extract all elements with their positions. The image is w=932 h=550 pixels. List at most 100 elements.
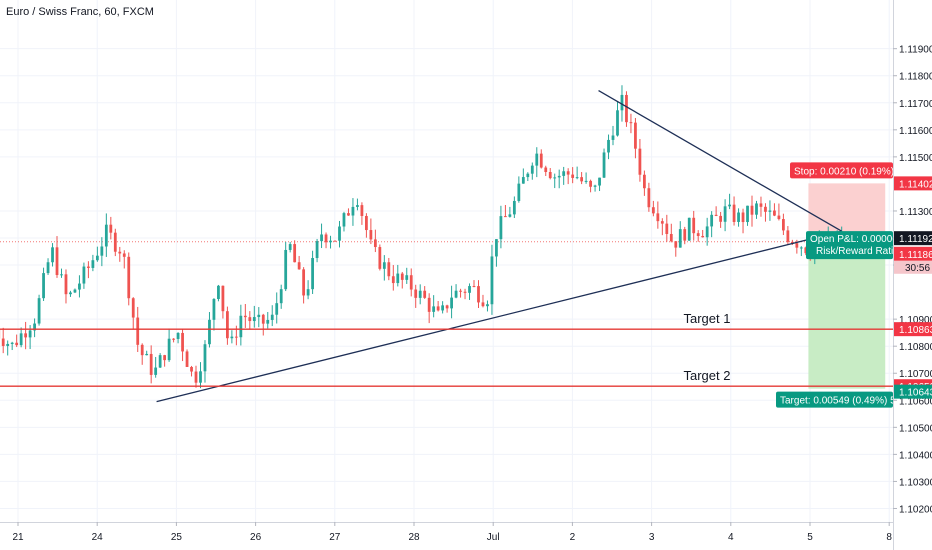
candle-down: [127, 256, 131, 299]
candle-down: [369, 230, 373, 240]
x-tick-label: Jul: [487, 532, 500, 543]
candle-up: [37, 298, 41, 324]
candle-up: [42, 273, 45, 299]
candle-down: [544, 167, 548, 173]
y-tick-label: 1.11800: [899, 72, 932, 83]
candle-down: [773, 210, 776, 216]
candle-up: [562, 171, 566, 176]
candle-down: [683, 229, 687, 241]
candle-up: [768, 210, 772, 212]
candle-up: [73, 289, 77, 293]
candle-up: [154, 367, 158, 375]
target-price-tag-box: [894, 384, 932, 399]
candle-down: [571, 174, 575, 178]
candle-up: [60, 274, 63, 276]
target-zone: [808, 240, 886, 389]
candle-up: [737, 212, 740, 222]
candle-down: [714, 214, 718, 216]
candle-up: [584, 180, 588, 182]
y-tick-label: 1.10700: [899, 369, 932, 380]
candle-down: [109, 224, 113, 233]
candle-up: [705, 226, 709, 238]
candle-up: [176, 332, 180, 339]
candle-up: [710, 214, 714, 227]
y-tick-label: 1.10600: [899, 396, 932, 407]
x-tick-label: 25: [171, 532, 183, 543]
candle-down: [634, 122, 637, 149]
candle-down: [777, 215, 781, 220]
y-tick-label: 1.10300: [899, 477, 932, 488]
candle-up: [100, 246, 104, 256]
candle-down: [163, 355, 167, 361]
candle-down: [481, 302, 485, 307]
candle-up: [217, 285, 220, 300]
candle-down: [55, 247, 59, 276]
candle-down: [261, 314, 265, 324]
candle-down: [625, 94, 628, 123]
candle-up: [521, 177, 525, 184]
candle-up: [91, 260, 95, 268]
candle-up: [212, 299, 216, 320]
candle-up: [530, 165, 534, 174]
candle-down: [436, 306, 440, 311]
candle-up: [746, 205, 749, 223]
y-tick-label: 1.10800: [899, 342, 932, 353]
candle-down: [764, 206, 767, 212]
candle-down: [445, 305, 449, 309]
candle-up: [51, 247, 54, 263]
candle-down: [1, 338, 5, 346]
candle-up: [252, 317, 256, 322]
candle-up: [78, 283, 81, 290]
ascending-trendline: [156, 230, 842, 403]
countdown-box: [894, 260, 932, 274]
candle-up: [553, 177, 557, 179]
candle-up: [611, 135, 615, 140]
candle-up: [382, 262, 386, 269]
candle-down: [786, 230, 790, 242]
entry-price-tag-box: [894, 231, 932, 246]
target-1-label: Target 1: [684, 311, 731, 326]
candle-up: [306, 289, 310, 296]
candle-up: [593, 185, 597, 187]
candle-down: [360, 205, 364, 216]
candle-up: [620, 94, 624, 111]
candle-up: [598, 177, 601, 186]
candle-up: [517, 183, 521, 201]
candle-down: [190, 366, 193, 372]
candle-down: [665, 223, 669, 234]
risk-reward-label: Risk/Reward Ratio: [816, 246, 899, 257]
candle-up: [10, 342, 14, 344]
stop-label-box: [790, 162, 893, 179]
candle-up: [450, 297, 453, 309]
candle-up: [199, 371, 202, 383]
candle-down: [750, 205, 754, 215]
candle-down: [87, 266, 90, 268]
candle-down: [629, 122, 633, 124]
y-tick-label: 1.11600: [899, 126, 932, 137]
entry-price-tag: 1.11192: [899, 234, 932, 245]
candle-down: [387, 262, 391, 277]
y-tick-label: 1.11900: [899, 45, 932, 56]
candle-up: [723, 206, 727, 222]
candle-down: [113, 232, 117, 252]
candle-up: [495, 239, 498, 257]
candle-down: [674, 241, 678, 248]
candle-up: [616, 110, 619, 136]
candle-up: [95, 255, 99, 261]
candle-up: [167, 338, 171, 361]
candle-down: [221, 285, 225, 312]
candle-down: [302, 269, 306, 296]
y-tick-label: 1.10200: [899, 504, 932, 515]
candle-down: [719, 215, 723, 222]
candle-up: [257, 314, 261, 318]
candle-up: [799, 247, 803, 249]
countdown-label: 30:56: [905, 263, 930, 274]
candle-up: [755, 203, 758, 215]
candle-down: [248, 317, 252, 322]
candle-up: [6, 343, 10, 346]
candle-up: [526, 173, 530, 178]
candle-down: [400, 273, 404, 280]
candle-down: [548, 172, 552, 179]
candle-up: [28, 330, 32, 338]
